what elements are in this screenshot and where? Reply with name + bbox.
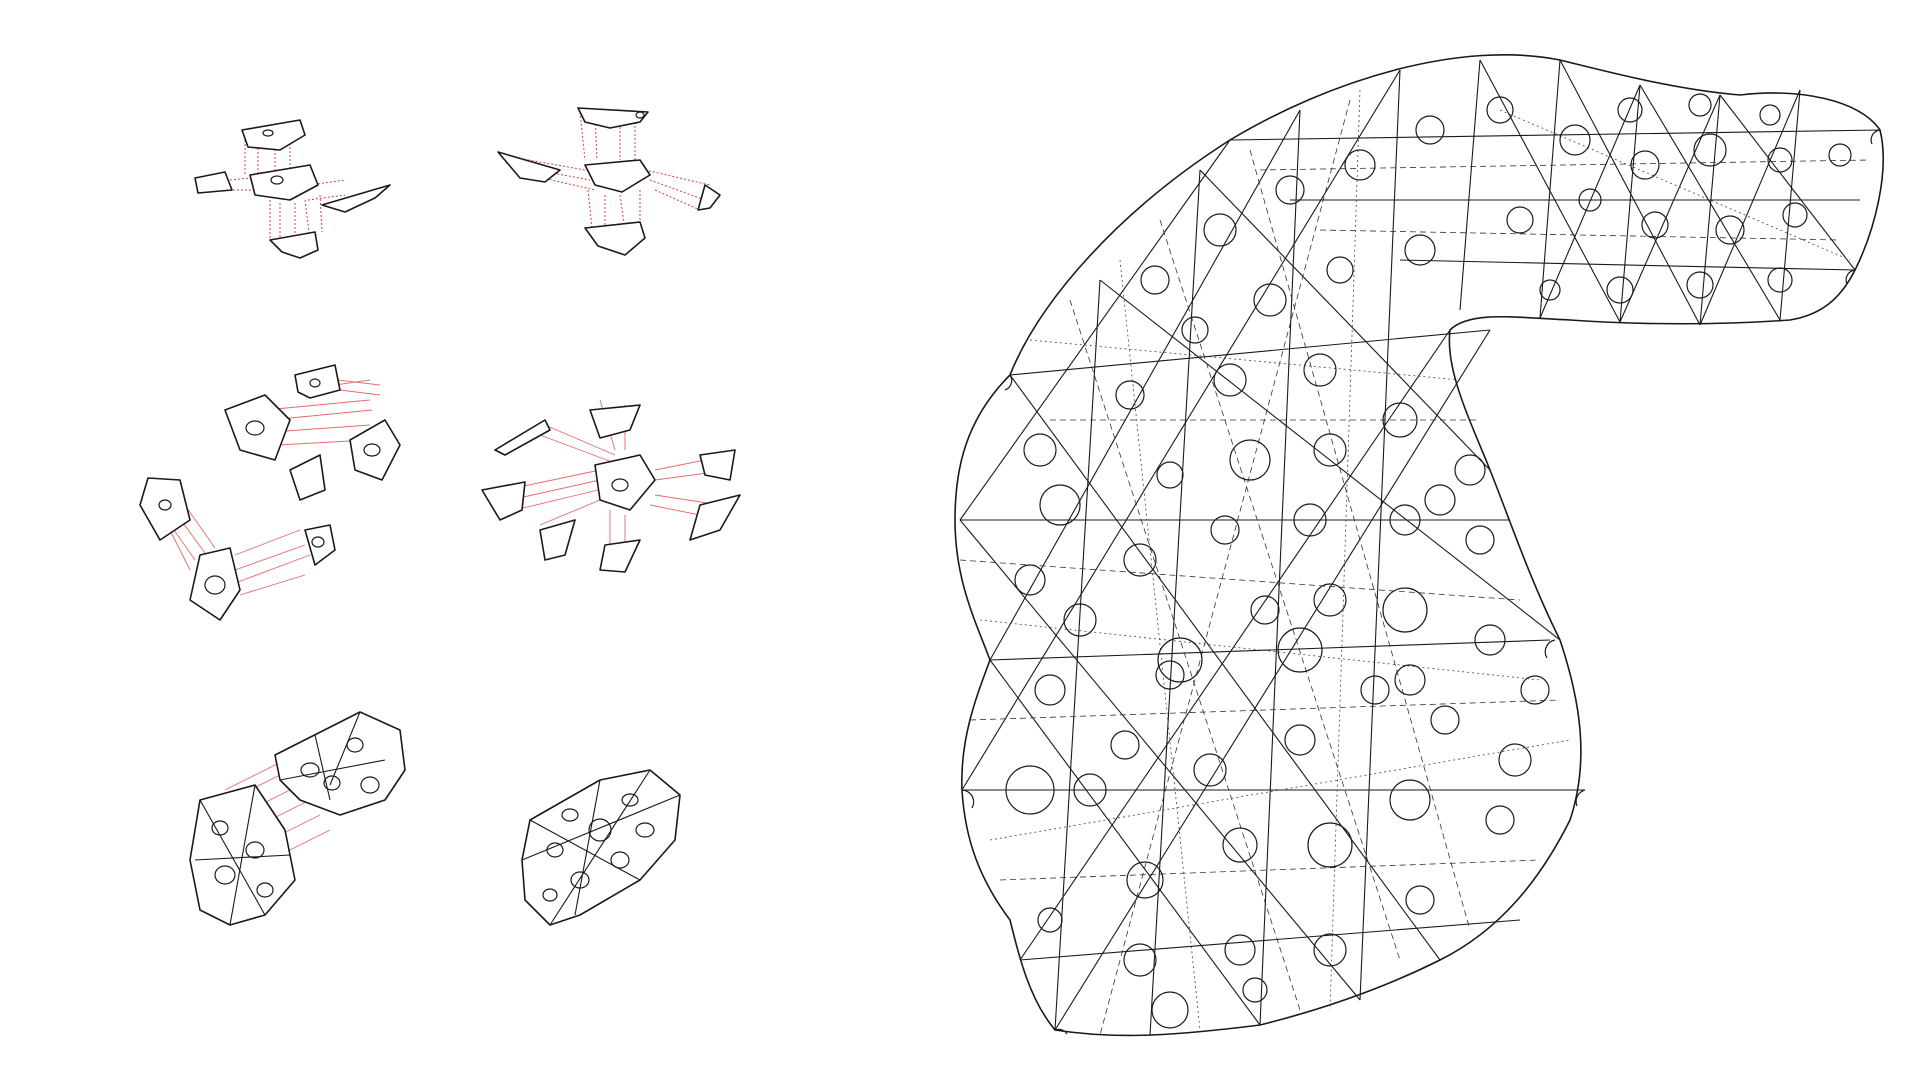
lower-right-module	[689, 494, 741, 541]
top-module	[589, 404, 641, 439]
bottom-module	[599, 539, 641, 573]
step-2-four-module-exploded	[497, 107, 721, 256]
left-module	[497, 151, 561, 183]
right-module	[697, 184, 721, 211]
step-1-three-module-exploded	[194, 119, 391, 259]
left-module	[481, 481, 526, 521]
module-b	[294, 364, 341, 399]
center-module	[584, 159, 651, 193]
assembled-shell-wireframe	[954, 54, 1884, 1037]
module-a	[224, 394, 291, 461]
shell-outline	[954, 54, 1884, 1037]
bottom-module	[584, 221, 646, 256]
module-g	[304, 524, 336, 566]
module-c	[349, 419, 401, 481]
lower-left-module	[539, 519, 576, 561]
right-module	[699, 449, 736, 481]
step-3-chained-modules-exploded	[139, 364, 401, 621]
step-4-cluster-exploded	[481, 399, 741, 573]
right-module	[321, 184, 391, 213]
module-d	[289, 454, 326, 501]
center-module	[594, 454, 656, 511]
top-left-module	[494, 419, 551, 456]
center-module	[249, 164, 319, 201]
assembled-panel	[521, 769, 681, 926]
top-module	[241, 119, 306, 151]
bottom-module	[269, 231, 319, 259]
top-module	[577, 107, 649, 129]
left-module	[194, 171, 233, 194]
module-e	[139, 477, 191, 541]
upper-panel	[274, 711, 406, 816]
step-5-panel-pair-exploded	[189, 711, 406, 926]
module-f	[189, 547, 241, 621]
step-6-panel-assembled	[521, 769, 681, 926]
